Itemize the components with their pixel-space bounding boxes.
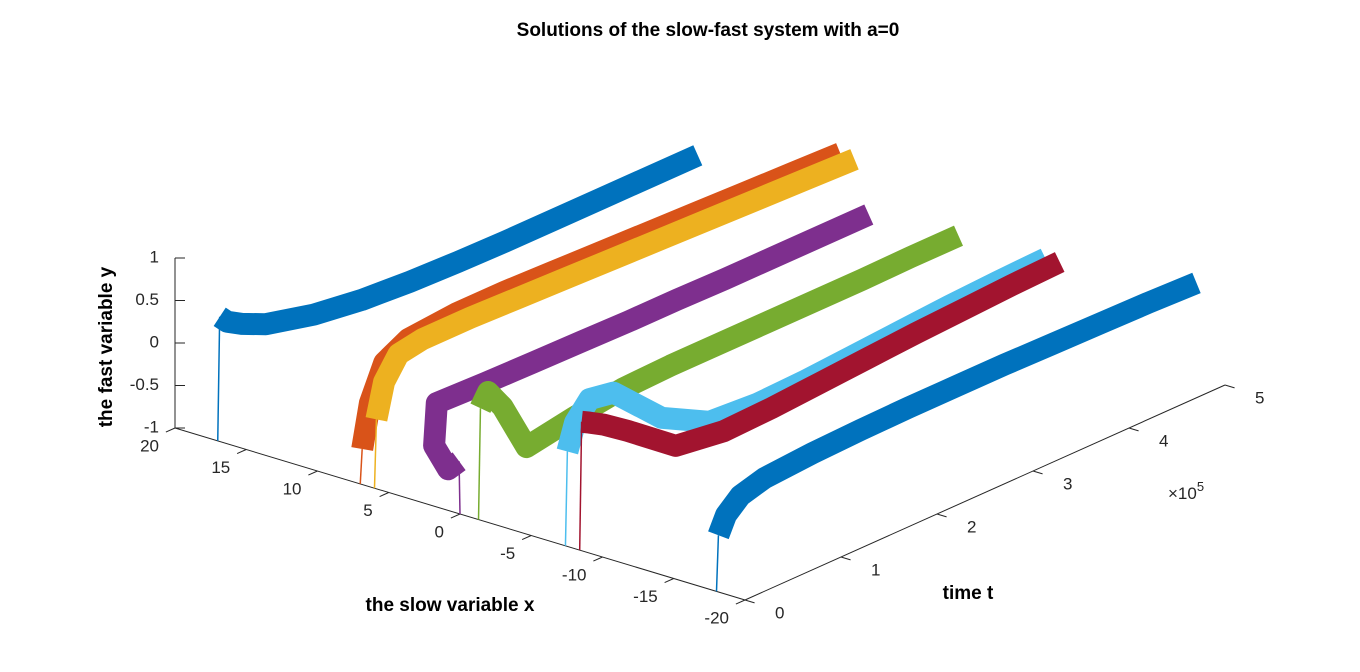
t-tick — [744, 599, 755, 604]
t-multiplier-exponent: 5 — [1197, 479, 1204, 494]
axes: -20 -15 -10 -5 0 5 10 15 20 0 1 2 3 4 5 -1 -0.5 0 0.5 1 — [130, 247, 1265, 627]
t-tick-label: 0 — [775, 603, 784, 622]
x-axis-title: the slow variable x — [366, 595, 535, 616]
x-tick-label: 0 — [435, 522, 444, 541]
initial-jump — [715, 535, 720, 592]
initial-jump — [578, 421, 583, 551]
solution-band — [708, 272, 1201, 540]
initial-jump — [564, 451, 569, 546]
x-tick — [379, 492, 389, 498]
x-tick — [308, 470, 318, 476]
x-tick — [236, 449, 247, 455]
chart-title: Solutions of the slow-fast system with a… — [517, 20, 900, 41]
initial-jump — [359, 448, 363, 484]
y-tick-label: 0 — [150, 332, 159, 351]
t-tick-label: 1 — [871, 560, 880, 579]
t-tick — [1128, 427, 1139, 432]
x-tick — [593, 556, 603, 562]
initial-jump — [477, 408, 482, 520]
t-tick — [936, 513, 947, 518]
t-axis-title: time t — [943, 583, 994, 604]
x-tick — [735, 599, 746, 605]
t-tick — [1224, 384, 1235, 389]
x-tick — [165, 427, 176, 433]
y-tick-label: 0.5 — [135, 290, 159, 309]
x-tick — [521, 535, 532, 541]
initial-jump — [217, 316, 221, 441]
x-tick-label: 20 — [140, 436, 159, 455]
x-tick — [450, 513, 461, 519]
y-tick-label: 1 — [150, 247, 159, 266]
x-tick — [664, 578, 674, 584]
y-tick-label: -0.5 — [130, 375, 159, 394]
solution-band — [578, 252, 1065, 457]
t-tick-label: 5 — [1255, 388, 1264, 407]
t-axis-line — [744, 384, 1226, 601]
x-tick-label: -15 — [633, 587, 658, 606]
solution-band — [365, 149, 859, 422]
y-tick-label: -1 — [144, 417, 159, 436]
t-multiplier-base: ×10 — [1168, 484, 1197, 503]
x-tick-label: 5 — [363, 501, 372, 520]
x-tick-label: -20 — [704, 608, 729, 627]
x-tick-label: 10 — [283, 479, 302, 498]
t-multiplier: ×105 — [1168, 479, 1204, 503]
x-tick-label: 15 — [211, 458, 230, 477]
solution-band — [213, 145, 703, 336]
solution-band — [470, 225, 963, 459]
plot-area — [213, 143, 1201, 592]
t-tick-label: 4 — [1159, 431, 1168, 450]
x-tick-label: -10 — [562, 565, 587, 584]
t-tick-label: 3 — [1063, 474, 1072, 493]
t-tick — [1032, 470, 1043, 475]
t-tick — [840, 556, 851, 561]
solution-band — [423, 204, 874, 481]
y-axis-title: the fast variable y — [96, 266, 117, 427]
x-tick-label: -5 — [500, 544, 515, 563]
t-tick-label: 2 — [967, 517, 976, 536]
initial-jump — [373, 419, 378, 489]
